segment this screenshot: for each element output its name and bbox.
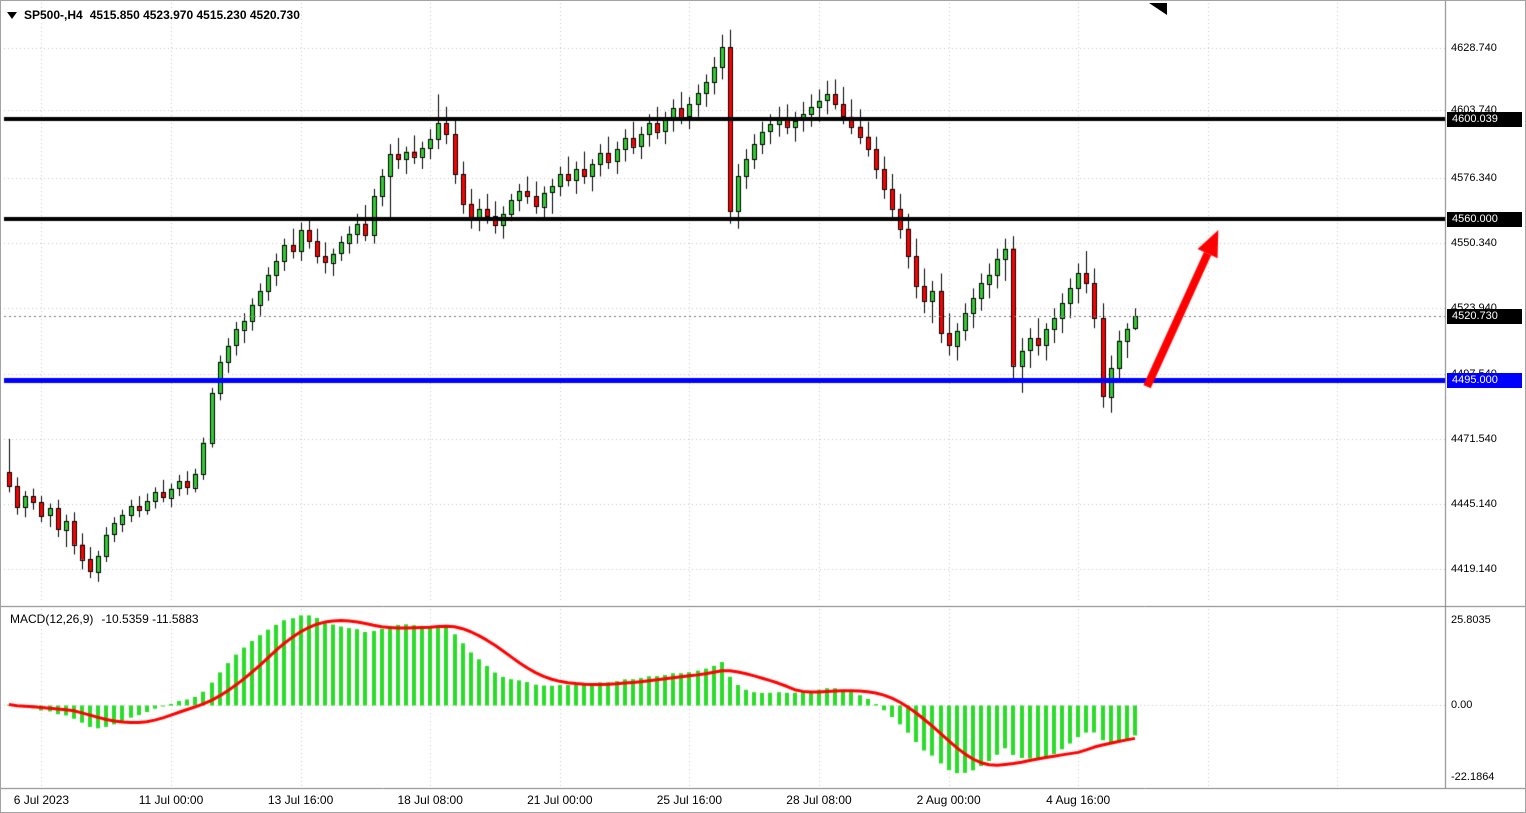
macd-axis-label: 25.8035 xyxy=(1451,614,1491,627)
price-level-tag: 4520.730 xyxy=(1447,309,1522,325)
time-axis-label: 28 Jul 08:00 xyxy=(786,793,852,807)
macd-indicator-label: MACD(12,26,9) -10.5359 -11.5883 xyxy=(10,612,199,626)
price-axis-label: 4628.740 xyxy=(1451,41,1497,54)
macd-axis-label: 0.00 xyxy=(1451,698,1473,711)
macd-current-values: -10.5359 -11.5883 xyxy=(101,612,199,626)
ohlc-values-label: 4515.850 4523.970 4515.230 4520.730 xyxy=(89,8,300,22)
time-axis-label: 4 Aug 16:00 xyxy=(1046,793,1111,807)
time-axis-label: 18 Jul 08:00 xyxy=(397,793,463,807)
price-axis-label: 4445.140 xyxy=(1451,498,1497,511)
price-axis-label: 4576.340 xyxy=(1451,172,1497,185)
time-axis-label: 13 Jul 16:00 xyxy=(267,793,334,807)
time-axis-label: 6 Jul 2023 xyxy=(13,793,70,807)
time-axis-label: 21 Jul 00:00 xyxy=(527,793,593,807)
price-axis-label: 4471.540 xyxy=(1451,432,1497,445)
price-axis-label: 4419.140 xyxy=(1451,563,1497,576)
price-level-tag: 4495.000 xyxy=(1447,373,1522,389)
time-axis-label: 2 Aug 00:00 xyxy=(916,793,981,807)
symbol-dropdown-icon[interactable] xyxy=(7,11,17,19)
time-axis[interactable]: 6 Jul 2023 11 Jul 00:00 13 Jul 16:00 18 Jul… xyxy=(1,790,1445,812)
chart-shift-marker-icon[interactable] xyxy=(1149,3,1167,15)
time-axis-label: 25 Jul 16:00 xyxy=(656,793,723,807)
price-level-tag: 4600.039 xyxy=(1447,112,1522,128)
macd-axis-label: -22.1864 xyxy=(1451,771,1495,784)
price-axis-label: 4550.340 xyxy=(1451,236,1497,249)
price-level-tag: 4560.000 xyxy=(1447,211,1522,227)
time-axis-label: 11 Jul 00:00 xyxy=(138,793,204,807)
symbol-ohlc-header: SP500-,H4 4515.850 4523.970 4515.230 452… xyxy=(7,8,300,22)
macd-name-label: MACD(12,26,9) xyxy=(10,612,94,626)
symbol-timeframe-label: SP500-,H4 xyxy=(24,8,83,22)
